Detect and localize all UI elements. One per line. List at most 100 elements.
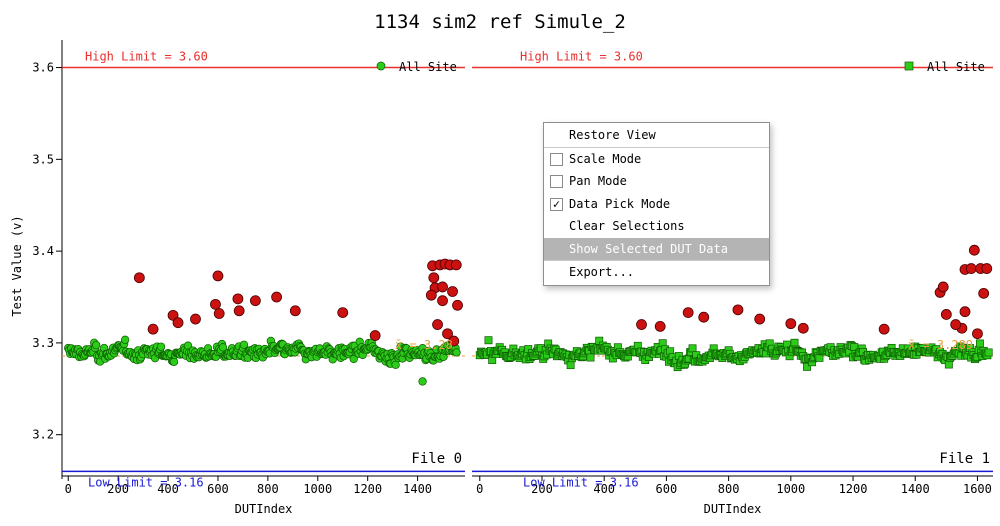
selected-point xyxy=(133,272,145,284)
checkbox-unchecked-icon[interactable] xyxy=(550,152,563,166)
menu-item-label: Export... xyxy=(569,265,635,279)
selected-point xyxy=(432,319,443,330)
selected-point xyxy=(190,313,201,325)
x-tick-label: 400 xyxy=(157,482,179,496)
mean-label: x̄ = 3.28 xyxy=(395,338,453,352)
data-point xyxy=(484,336,493,345)
menu-item-restore-view[interactable]: Restore View xyxy=(544,124,769,147)
selected-point xyxy=(447,286,458,297)
x-tick-label: 400 xyxy=(593,482,615,496)
x-tick-label: 1000 xyxy=(303,482,332,496)
x-tick-label: 1400 xyxy=(403,482,432,496)
x-tick-label: 0 xyxy=(476,482,483,496)
selected-point xyxy=(654,320,666,332)
checkbox-checked-icon[interactable]: ✓ xyxy=(550,197,563,211)
data-point xyxy=(218,343,228,352)
x-tick-label: 200 xyxy=(531,482,553,496)
selected-point xyxy=(978,287,990,299)
menu-item-clear-selections[interactable]: Clear Selections xyxy=(544,215,769,238)
selected-point xyxy=(425,289,437,301)
file-label: File 0 xyxy=(411,451,462,467)
selected-point xyxy=(167,309,179,321)
x-tick-label: 800 xyxy=(718,482,740,496)
selected-point xyxy=(249,295,261,307)
panel-0: 0 200 400 600 800 1000 1200 1400 DUTIndex High Li… xyxy=(62,50,465,516)
menu-separator xyxy=(544,146,769,148)
menu-item-pan-mode[interactable]: Pan Mode xyxy=(544,170,769,193)
selected-point xyxy=(981,263,993,274)
data-point xyxy=(92,340,101,350)
selected-point xyxy=(428,272,440,284)
selected-point xyxy=(732,304,744,316)
selected-point xyxy=(369,330,381,341)
x-tick-label: 1200 xyxy=(353,482,382,496)
data-point xyxy=(239,340,249,349)
x-tick-label: 1200 xyxy=(839,482,868,496)
selected-point xyxy=(965,263,977,274)
selected-point xyxy=(950,319,962,330)
menu-item-label: Scale Mode xyxy=(569,151,642,166)
selected-point xyxy=(147,323,159,335)
y-tick-label: 3.2 xyxy=(32,428,54,442)
y-tick-label: 3.6 xyxy=(32,61,54,75)
x-tick-label: 1000 xyxy=(776,482,805,496)
menu-item-label: Show Selected DUT Data xyxy=(569,241,728,256)
data-point xyxy=(803,362,811,371)
y-tick-label: 3.5 xyxy=(32,152,54,166)
selected-point xyxy=(937,281,949,293)
menu-item-label: Data Pick Mode xyxy=(569,196,671,211)
selected-point xyxy=(972,328,983,340)
file-label: File 1 xyxy=(939,451,990,467)
data-point xyxy=(391,360,400,370)
selected-point xyxy=(232,293,244,305)
selected-point xyxy=(968,244,980,256)
x-tick-label: 600 xyxy=(207,482,229,496)
x-axis-label: DUTIndex xyxy=(235,502,293,516)
selected-point xyxy=(233,305,245,317)
menu-item-data-pick-mode[interactable]: ✓ Data Pick Mode xyxy=(544,193,769,216)
checkbox-unchecked-icon[interactable] xyxy=(550,175,563,188)
selected-points xyxy=(133,258,463,347)
x-tick-label: 600 xyxy=(656,482,678,496)
selected-point xyxy=(437,295,448,307)
selected-point xyxy=(337,307,349,319)
selected-point xyxy=(959,306,971,318)
x-tick-label: 1400 xyxy=(901,482,930,496)
data-point xyxy=(790,338,799,347)
y-tick-label: 3.4 xyxy=(32,244,54,258)
data-point xyxy=(418,377,427,386)
legend-marker xyxy=(904,61,914,71)
panel-1: 0 200 400 600 800 1000 1200 1400 1600 DUTIndex Hig… xyxy=(472,50,993,516)
legend-label: All Site xyxy=(927,60,985,74)
menu-item-show-selected-dut-data[interactable]: Show Selected DUT Data xyxy=(544,237,769,260)
selected-point xyxy=(448,335,460,347)
selected-point xyxy=(940,309,952,320)
selected-point xyxy=(785,318,797,330)
selected-point xyxy=(797,322,809,334)
selected-point xyxy=(271,291,283,303)
x-tick-label: 1600 xyxy=(963,482,992,496)
selected-point xyxy=(212,270,224,282)
low-limit-label: Low Limit = 3.16 xyxy=(88,475,204,489)
menu-item-scale-mode[interactable]: Scale Mode xyxy=(544,148,769,171)
x-tick-label: 0 xyxy=(65,482,72,496)
chart-title: 1134 sim2 ref Simule_2 xyxy=(374,11,626,33)
data-point xyxy=(586,353,595,362)
high-limit-label: High Limit = 3.60 xyxy=(520,50,643,64)
menu-item-export[interactable]: Export... xyxy=(544,261,769,284)
legend-marker xyxy=(376,61,386,71)
context-menu[interactable]: Restore View Scale Mode Pan Mode ✓ Data … xyxy=(543,122,770,286)
selected-point xyxy=(442,328,453,340)
selected-point xyxy=(754,313,766,325)
menu-item-label: Pan Mode xyxy=(569,174,627,188)
data-point xyxy=(944,360,953,369)
menu-item-label: Restore View xyxy=(569,128,656,142)
selected-point xyxy=(437,281,448,293)
selected-point xyxy=(450,259,462,271)
selected-point xyxy=(210,298,221,310)
data-point xyxy=(156,342,166,351)
selected-point xyxy=(878,323,890,335)
data-point xyxy=(566,361,575,370)
selected-point xyxy=(452,299,463,311)
